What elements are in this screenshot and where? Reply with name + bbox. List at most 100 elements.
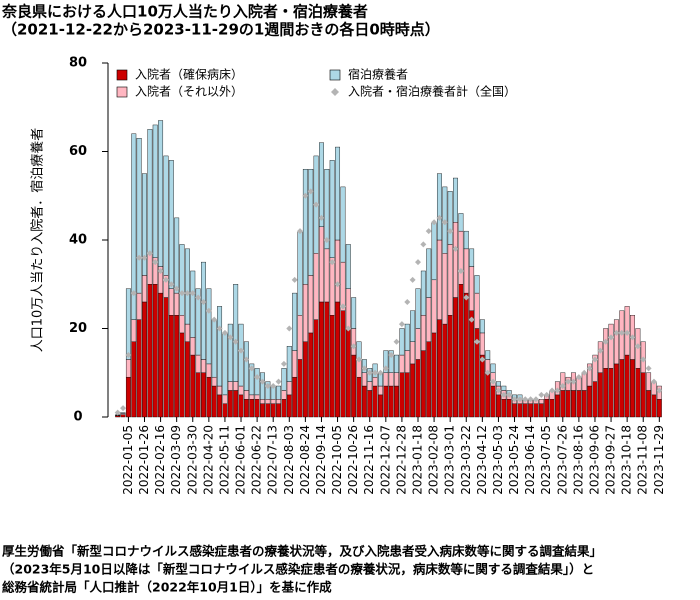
point: [334, 281, 341, 288]
point: [640, 356, 647, 363]
bar-segment: [533, 403, 539, 418]
bar-segment: [292, 350, 298, 378]
bar-segment: [351, 328, 357, 356]
bar-segment: [469, 310, 475, 418]
bar-segment: [394, 385, 399, 418]
bar-segment: [608, 323, 614, 369]
bar-segment: [436, 319, 442, 418]
point: [436, 214, 443, 221]
point: [136, 254, 143, 261]
bar-segment: [238, 323, 244, 387]
bar-segment: [506, 399, 512, 418]
x-tick-label: 2023-09-27: [604, 425, 618, 495]
point: [490, 378, 497, 385]
bar-segment: [378, 394, 383, 418]
bar-segment: [324, 168, 330, 250]
bar-segment: [420, 315, 426, 351]
bar-segment: [142, 173, 147, 276]
bar-segment: [249, 363, 255, 396]
point: [479, 356, 486, 363]
bar-segment: [206, 288, 212, 365]
bar-segment: [238, 394, 244, 418]
point: [388, 352, 395, 359]
bar-segment: [479, 319, 485, 334]
bar-segment: [624, 354, 630, 418]
bar-segment: [383, 350, 389, 373]
bar-segment: [136, 138, 142, 294]
point: [441, 219, 448, 226]
bar-segment: [410, 363, 416, 418]
bar-segment: [131, 341, 137, 418]
x-tick-label: 2023-06-14: [523, 425, 537, 495]
bar-segment: [436, 239, 442, 320]
point: [420, 241, 427, 248]
bar-segment: [458, 230, 464, 285]
bar-segment: [222, 394, 228, 404]
x-tick-label: 2022-04-20: [201, 425, 215, 495]
bar-segment: [201, 372, 206, 418]
bar-segment: [469, 248, 475, 267]
bar-segment: [281, 399, 287, 418]
x-tick-label: 2023-10-18: [620, 425, 634, 495]
bar-segment: [329, 160, 335, 258]
point: [527, 396, 534, 403]
bar-segment: [201, 261, 206, 360]
point: [221, 329, 228, 336]
bar-segment: [619, 359, 625, 418]
point: [264, 383, 271, 390]
point: [425, 228, 432, 235]
x-tick-label: 2023-07-26: [555, 425, 569, 495]
bar-segment: [222, 332, 228, 396]
bar-segment: [302, 284, 308, 342]
bar-segment: [233, 284, 239, 382]
bar-segment: [286, 346, 292, 382]
x-tick-label: 2023-07-05: [539, 425, 553, 495]
bar-segment: [313, 319, 319, 418]
x-tick-label: 2023-01-18: [410, 425, 424, 495]
x-tick-label: 2022-10-26: [346, 425, 360, 495]
bar-segment: [152, 124, 158, 258]
legend-swatch: [329, 69, 341, 81]
bar-segment: [479, 354, 485, 418]
bar-segment: [142, 275, 147, 303]
legend-swatch: [116, 86, 128, 98]
point: [227, 334, 234, 341]
point: [162, 276, 169, 283]
source-note: （2023年5月10日以降は「新型コロナウイルス感染症患者の療養状況，病床数等に…: [2, 562, 594, 577]
bar-segment: [238, 385, 244, 396]
point: [179, 290, 186, 297]
bar-segment: [195, 354, 201, 373]
bar-segment: [415, 328, 421, 360]
legend-label: 入院者（確保病床）: [135, 67, 243, 82]
bar-segment: [335, 239, 341, 303]
bar-segment: [319, 226, 324, 303]
bar-segment: [227, 323, 233, 382]
bar-segment: [426, 248, 432, 298]
bar-segment: [426, 297, 432, 342]
bar-segment: [345, 328, 351, 418]
bar-segment: [495, 381, 501, 387]
bar-segment: [463, 292, 469, 418]
bar-segment: [201, 359, 206, 373]
x-tick-label: 2022-12-28: [394, 425, 408, 495]
bar-segment: [249, 394, 255, 400]
point: [339, 303, 346, 310]
point: [538, 391, 545, 398]
bar-segment: [190, 354, 196, 418]
x-tick-label: 2022-08-24: [298, 425, 312, 495]
bar-segment: [431, 279, 437, 334]
x-tick-label: 2023-03-01: [443, 425, 457, 495]
bar-segment: [276, 385, 282, 400]
bar-segment: [554, 394, 560, 418]
bar-segment: [587, 385, 593, 418]
bar-segment: [592, 354, 598, 382]
x-tick-label: 2022-03-09: [169, 425, 183, 495]
bar-segment: [125, 359, 131, 378]
bar-segment: [120, 412, 126, 414]
bar-segment: [276, 403, 282, 418]
bar-segment: [152, 284, 158, 418]
bar-segment: [447, 315, 453, 418]
bar-segment: [442, 323, 448, 418]
bar-segment: [587, 363, 593, 387]
bar-segment: [345, 288, 351, 329]
